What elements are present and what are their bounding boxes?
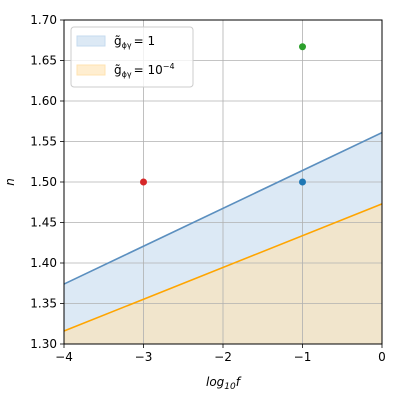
y-tick-label: 1.50 — [30, 175, 57, 189]
series-line-1 — [63, 131, 383, 285]
legend: g̃ϕγ = 1 g̃ϕγ = 10−4 — [70, 26, 194, 88]
legend-swatch-orange — [76, 64, 106, 76]
y-tick-label: 1.35 — [30, 297, 57, 311]
data-point-2 — [299, 178, 306, 186]
legend-swatch-blue — [76, 35, 106, 47]
data-point-1 — [140, 178, 147, 186]
y-tick-label: 1.45 — [30, 216, 57, 230]
series-line-2 — [63, 203, 383, 332]
y-tick-label: 1.40 — [30, 256, 57, 270]
x-tick-label: −3 — [135, 350, 153, 364]
x-tick-label: 0 — [378, 350, 386, 364]
axis-ticks — [60, 19, 383, 348]
y-tick-label: 1.70 — [30, 13, 57, 27]
legend-entry-1: g̃ϕγ = 1 — [114, 34, 155, 50]
y-tick-label: 1.60 — [30, 94, 57, 108]
x-tick-label: −2 — [214, 350, 232, 364]
data-points — [140, 43, 306, 186]
y-axis-label: n — [3, 178, 17, 186]
boundary-lines — [63, 131, 383, 332]
x-tick-label: −1 — [294, 350, 312, 364]
tick-labels: −4 −3 −2 −1 0 1.30 1.35 1.40 1.45 1.50 1.55 1.60 1.6… — [30, 13, 386, 364]
data-point-3 — [299, 43, 306, 51]
y-tick-label: 1.55 — [30, 135, 57, 149]
y-tick-label: 1.30 — [30, 337, 57, 351]
x-tick-label: −4 — [55, 350, 73, 364]
x-axis-label: log10f — [206, 375, 242, 392]
y-tick-label: 1.65 — [30, 54, 57, 68]
legend-entry-2: g̃ϕγ = 10−4 — [114, 62, 175, 79]
